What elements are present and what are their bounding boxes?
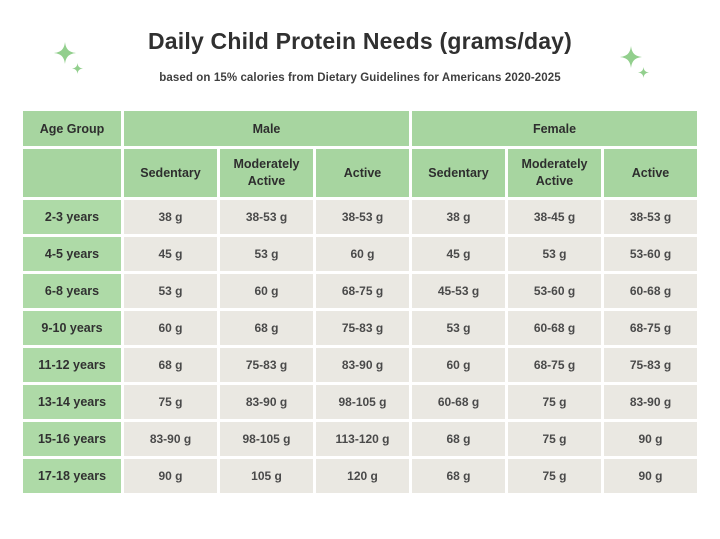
sparkle-icon	[620, 46, 649, 78]
value-cell: 75 g	[124, 385, 217, 419]
protein-needs-table: Age Group Male Female Sedentary Moderate…	[20, 108, 700, 496]
activity-header-row: Sedentary Moderately Active Active Seden…	[23, 149, 697, 197]
table-row: 6-8 years 53 g 60 g 68-75 g 45-53 g 53-60 g 60…	[23, 274, 697, 308]
value-cell: 98-105 g	[220, 422, 313, 456]
value-cell: 113-120 g	[316, 422, 409, 456]
value-cell: 38-45 g	[508, 200, 601, 234]
page-header: Daily Child Protein Needs (grams/day) ba…	[0, 0, 720, 108]
value-cell: 60 g	[412, 348, 505, 382]
value-cell: 68 g	[220, 311, 313, 345]
value-cell: 75 g	[508, 385, 601, 419]
value-cell: 83-90 g	[604, 385, 697, 419]
value-cell: 68 g	[412, 459, 505, 493]
value-cell: 83-90 g	[316, 348, 409, 382]
value-cell: 38-53 g	[316, 200, 409, 234]
value-cell: 45 g	[124, 237, 217, 271]
table-row: 13-14 years 75 g 83-90 g 98-105 g 60-68 g 75 …	[23, 385, 697, 419]
value-cell: 75-83 g	[604, 348, 697, 382]
male-sedentary-header: Sedentary	[124, 149, 217, 197]
value-cell: 38-53 g	[220, 200, 313, 234]
table-body: 2-3 years 38 g 38-53 g 38-53 g 38 g 38-45 g 38…	[23, 200, 697, 493]
age-group-cell: 17-18 years	[23, 459, 121, 493]
value-cell: 60-68 g	[604, 274, 697, 308]
value-cell: 53 g	[508, 237, 601, 271]
table-row: 17-18 years 90 g 105 g 120 g 68 g 75 g 90 g	[23, 459, 697, 493]
empty-corner-cell	[23, 149, 121, 197]
age-group-cell: 15-16 years	[23, 422, 121, 456]
value-cell: 120 g	[316, 459, 409, 493]
age-group-cell: 13-14 years	[23, 385, 121, 419]
value-cell: 53 g	[124, 274, 217, 308]
value-cell: 38-53 g	[604, 200, 697, 234]
value-cell: 83-90 g	[220, 385, 313, 419]
value-cell: 38 g	[124, 200, 217, 234]
value-cell: 105 g	[220, 459, 313, 493]
table-row: 4-5 years 45 g 53 g 60 g 45 g 53 g 53-60 g	[23, 237, 697, 271]
value-cell: 53-60 g	[604, 237, 697, 271]
age-group-cell: 6-8 years	[23, 274, 121, 308]
age-group-header: Age Group	[23, 111, 121, 146]
age-group-cell: 11-12 years	[23, 348, 121, 382]
value-cell: 75-83 g	[220, 348, 313, 382]
value-cell: 90 g	[124, 459, 217, 493]
value-cell: 60 g	[220, 274, 313, 308]
table-row: 9-10 years 60 g 68 g 75-83 g 53 g 60-68 g 68-7…	[23, 311, 697, 345]
value-cell: 90 g	[604, 459, 697, 493]
value-cell: 98-105 g	[316, 385, 409, 419]
male-group-header: Male	[124, 111, 409, 146]
female-sedentary-header: Sedentary	[412, 149, 505, 197]
value-cell: 45-53 g	[412, 274, 505, 308]
value-cell: 68-75 g	[508, 348, 601, 382]
value-cell: 60 g	[316, 237, 409, 271]
age-group-cell: 4-5 years	[23, 237, 121, 271]
table-row: 2-3 years 38 g 38-53 g 38-53 g 38 g 38-45 g 38…	[23, 200, 697, 234]
male-moderately-active-header: Moderately Active	[220, 149, 313, 197]
female-moderately-active-header: Moderately Active	[508, 149, 601, 197]
female-active-header: Active	[604, 149, 697, 197]
value-cell: 53 g	[220, 237, 313, 271]
value-cell: 68 g	[412, 422, 505, 456]
value-cell: 53 g	[412, 311, 505, 345]
male-active-header: Active	[316, 149, 409, 197]
value-cell: 75-83 g	[316, 311, 409, 345]
value-cell: 75 g	[508, 459, 601, 493]
value-cell: 68 g	[124, 348, 217, 382]
female-group-header: Female	[412, 111, 697, 146]
value-cell: 75 g	[508, 422, 601, 456]
value-cell: 53-60 g	[508, 274, 601, 308]
value-cell: 83-90 g	[124, 422, 217, 456]
sparkle-icon	[54, 42, 83, 74]
age-group-cell: 2-3 years	[23, 200, 121, 234]
value-cell: 68-75 g	[604, 311, 697, 345]
page-title: Daily Child Protein Needs (grams/day)	[147, 28, 573, 54]
age-group-cell: 9-10 years	[23, 311, 121, 345]
value-cell: 90 g	[604, 422, 697, 456]
table-row: 11-12 years 68 g 75-83 g 83-90 g 60 g 68-75 g…	[23, 348, 697, 382]
value-cell: 60-68 g	[412, 385, 505, 419]
page-subtitle: based on 15% calories from Dietary Guide…	[159, 72, 561, 84]
value-cell: 38 g	[412, 200, 505, 234]
value-cell: 45 g	[412, 237, 505, 271]
value-cell: 60 g	[124, 311, 217, 345]
value-cell: 60-68 g	[508, 311, 601, 345]
group-header-row: Age Group Male Female	[23, 111, 697, 146]
value-cell: 68-75 g	[316, 274, 409, 308]
